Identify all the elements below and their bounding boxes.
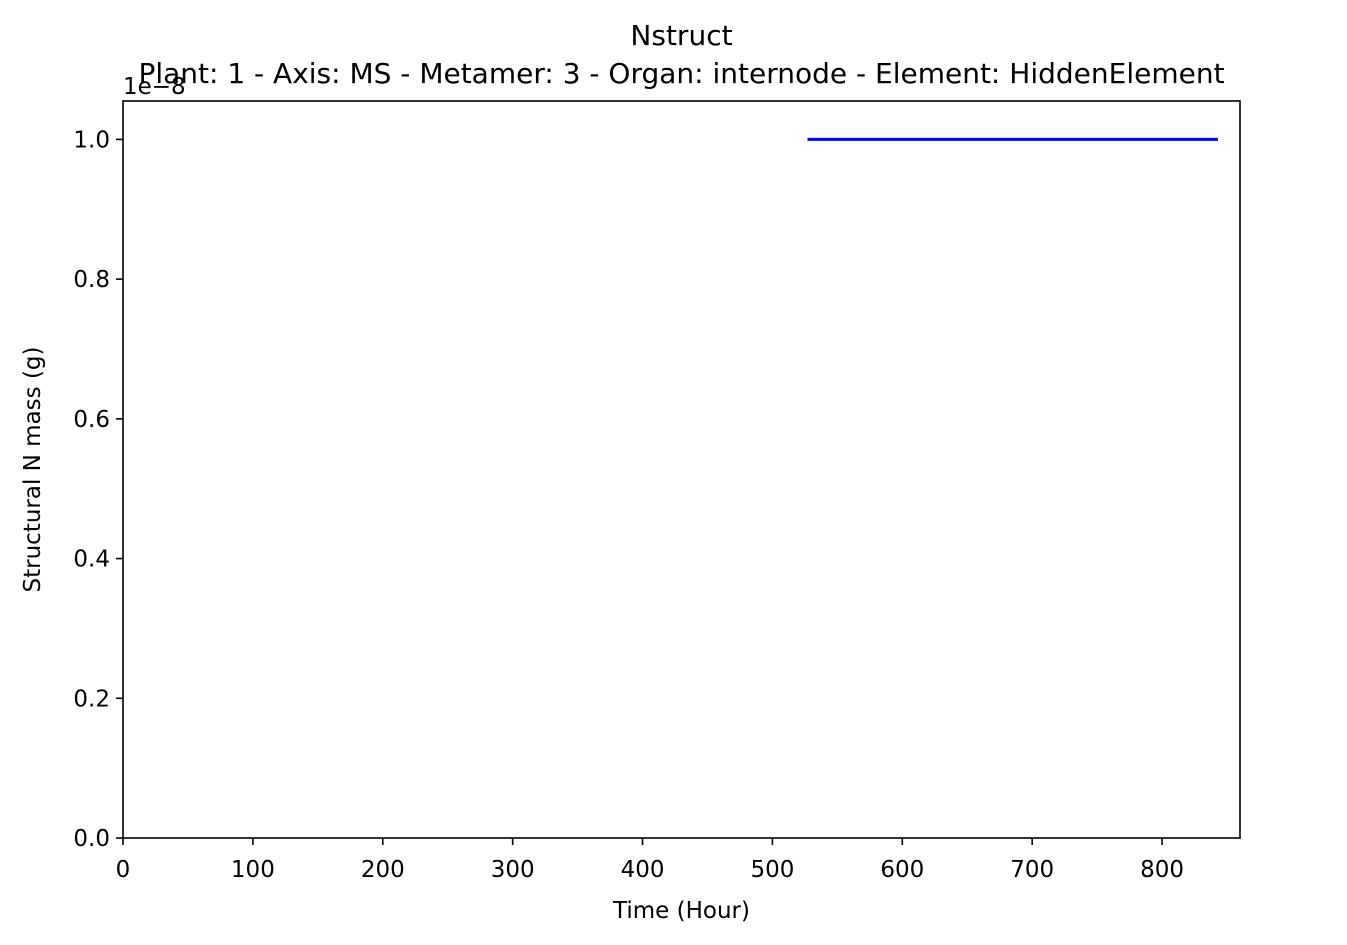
y-tick-label: 0.8 [73,267,110,293]
y-tick-label: 0.0 [73,826,110,852]
y-tick-label: 0.4 [73,547,110,573]
plot-area [122,100,1241,839]
chart-title: Nstruct [630,19,732,52]
x-tick-label: 800 [1140,857,1184,883]
chart-subtitle: Plant: 1 - Axis: MS - Metamer: 3 - Organ… [138,57,1224,90]
y-tick-label: 0.6 [73,407,110,433]
x-tick-label: 0 [116,857,131,883]
x-tick-label: 300 [491,857,535,883]
plot-frame [122,100,1241,839]
x-axis: 0 100 200 300 400 500 600 700 800 [116,838,1184,883]
x-axis-label: Time (Hour) [612,898,750,924]
y-axis: 0.0 0.2 0.4 0.6 0.8 1.0 [73,127,123,852]
x-tick-label: 400 [621,857,665,883]
y-tick-label: 1.0 [73,127,110,153]
y-offset-label: 1e−8 [123,74,186,100]
y-axis-label: Structural N mass (g) [20,347,46,593]
x-tick-label: 700 [1010,857,1054,883]
y-tick-label: 0.2 [73,686,110,712]
x-tick-label: 200 [361,857,405,883]
x-tick-label: 600 [880,857,924,883]
x-tick-label: 500 [750,857,794,883]
x-tick-label: 100 [231,857,275,883]
